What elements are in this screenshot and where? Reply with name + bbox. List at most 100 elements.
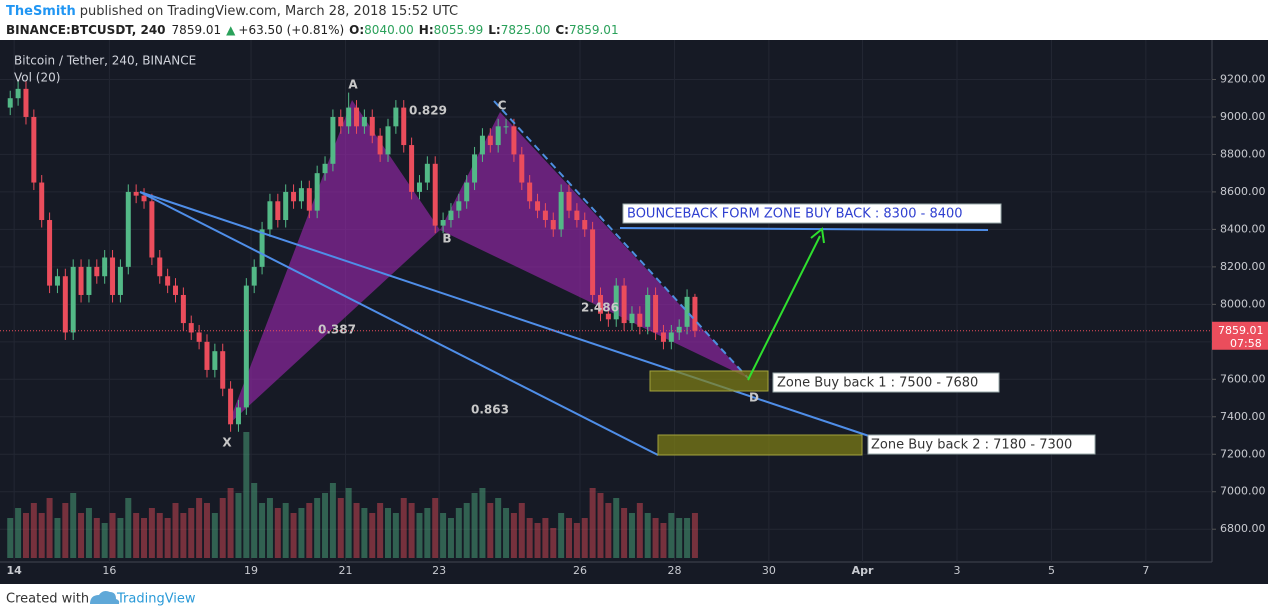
candle-body [613, 285, 619, 320]
candle-body [558, 191, 564, 230]
volume-bar [621, 508, 628, 558]
candle-body [275, 201, 281, 221]
volume-bar [148, 508, 155, 558]
footer-bg [0, 584, 1268, 616]
volume-bar [101, 523, 108, 558]
volume-bar [290, 513, 297, 558]
volume-bar [15, 508, 22, 558]
volume-bar [306, 503, 313, 558]
volume-bar [455, 508, 462, 558]
candle-body [314, 173, 320, 211]
candle-body [542, 210, 548, 221]
volume-bar [589, 488, 596, 558]
volume-bar [432, 498, 439, 558]
candle-body [393, 107, 399, 127]
candle-body [660, 332, 666, 342]
note-box [622, 203, 1002, 224]
ohlc-value: 7859.01 [569, 23, 619, 37]
volume-bar [542, 518, 549, 558]
candle-body [196, 332, 202, 342]
candle-body [110, 257, 116, 295]
candle-body [495, 126, 501, 146]
candle-body [204, 341, 210, 370]
volume-bar [46, 498, 53, 558]
y-tick-label: 7200.00 [1220, 447, 1266, 460]
volume-bar [78, 513, 85, 558]
volume-bar [172, 503, 179, 558]
volume-bar [479, 488, 486, 558]
x-tick-label: 14 [7, 564, 23, 577]
volume-bar [440, 513, 447, 558]
countdown: 07:58 [1230, 337, 1262, 350]
y-tick-label: 9200.00 [1220, 72, 1266, 85]
candles [7, 81, 698, 432]
volume-bar [676, 518, 683, 558]
volume-bar [573, 523, 580, 558]
volume-bar [266, 498, 273, 558]
candle-body [330, 116, 336, 164]
volume-bar [337, 498, 344, 558]
ratio-label: 2.486 [581, 301, 619, 315]
candle-body [432, 163, 438, 226]
volume-bar [550, 528, 557, 558]
volume-bar [471, 493, 478, 558]
footer-created: Created with [6, 592, 89, 607]
candle-body [440, 220, 446, 226]
note-text: BOUNCEBACK FORM ZONE BUY BACK : 8300 - 8… [627, 207, 963, 222]
candle-body [31, 116, 37, 183]
volume-bar [510, 513, 517, 558]
candle-body [251, 266, 257, 286]
volume-bar [235, 493, 242, 558]
pattern-label: D [749, 391, 759, 405]
header-bg [0, 0, 1268, 40]
y-tick-label: 8000.00 [1220, 297, 1266, 310]
y-tick-label: 8200.00 [1220, 260, 1266, 273]
candle-body [180, 294, 186, 324]
candle-body [267, 201, 273, 230]
ohlc-label: C: [555, 23, 569, 37]
pattern-xab [228, 100, 440, 425]
candle-body [377, 135, 383, 155]
volume-bar [227, 488, 234, 558]
candle-body [385, 126, 391, 155]
volume-bar [7, 518, 14, 558]
trend-line [139, 191, 659, 456]
y-tick-label: 7000.00 [1220, 485, 1266, 498]
candle-body [676, 326, 682, 333]
volume-bar [487, 503, 494, 558]
volume-bar [211, 513, 218, 558]
volume-bar [384, 508, 391, 558]
candle-body [590, 229, 596, 295]
candle-body [692, 296, 698, 331]
note-text: Zone Buy back 1 : 7500 - 7680 [777, 376, 978, 391]
candle-body [645, 294, 651, 327]
volume-bar [133, 513, 140, 558]
volume-bar [30, 503, 37, 558]
candle-body [117, 266, 123, 295]
x-tick-label: 21 [338, 564, 352, 577]
candle-body [78, 266, 84, 295]
candle-body [409, 145, 415, 192]
volume-bar [424, 508, 431, 558]
resistance-line [619, 227, 989, 231]
footer-brand[interactable]: TradingView [116, 592, 196, 607]
volume-bar [109, 513, 116, 558]
y-tick-label: 7400.00 [1220, 410, 1266, 423]
y-tick-label: 8400.00 [1220, 222, 1266, 235]
y-tick-label: 8600.00 [1220, 185, 1266, 198]
volume-bar [392, 513, 399, 558]
candle-body [519, 154, 525, 183]
volume-bar [85, 508, 92, 558]
ohlc-value: 7825.00 [501, 23, 551, 37]
volume-bar [62, 503, 69, 558]
x-tick-label: 7 [1142, 564, 1149, 577]
published: published on TradingView.com, March 28, … [80, 4, 458, 19]
candle-body [527, 182, 533, 202]
candle-body [416, 182, 422, 192]
candle-body [684, 296, 690, 327]
ratio-label: 0.863 [471, 403, 509, 417]
candle-body [235, 407, 241, 425]
ohlc-label: H: [419, 23, 434, 37]
volume-bar [668, 513, 675, 558]
volume-bar [38, 513, 45, 558]
